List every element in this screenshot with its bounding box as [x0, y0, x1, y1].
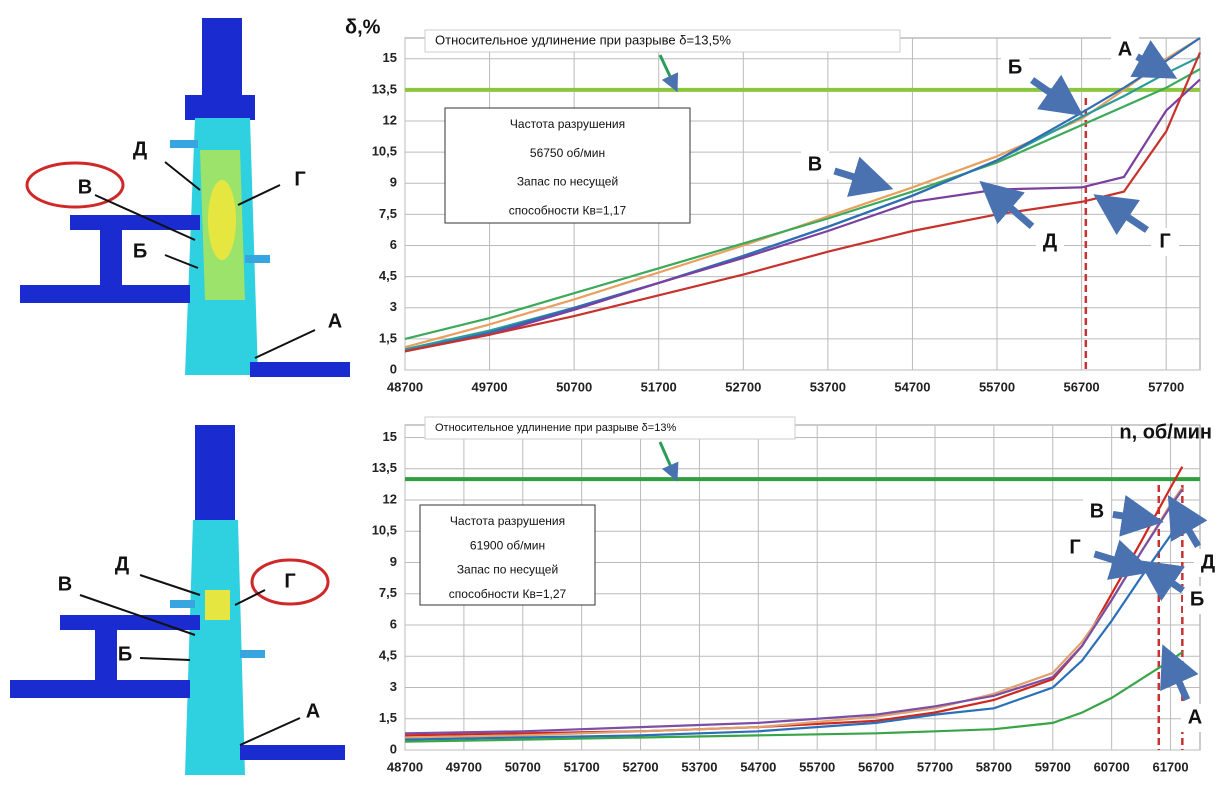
figure-label: А — [306, 700, 320, 722]
figure-bottom — [10, 425, 345, 775]
x-tick-label: 56700 — [858, 759, 894, 774]
annotation-label: А — [1188, 706, 1202, 728]
y-tick-label: 7,5 — [379, 585, 397, 600]
note-text: 56750 об/мин — [530, 146, 605, 160]
x-tick-label: 50700 — [505, 759, 541, 774]
x-tick-label: 57700 — [1148, 379, 1184, 394]
x-tick-label: 50700 — [556, 379, 592, 394]
y-tick-label: 4,5 — [379, 268, 397, 283]
figure-label: Д — [115, 553, 129, 575]
y-tick-label: 15 — [383, 429, 397, 444]
y-tick-label: 7,5 — [379, 206, 397, 221]
annotation-label: Д — [1201, 551, 1215, 573]
y-tick-label: 3 — [390, 679, 397, 694]
annotation-label: В — [1090, 500, 1104, 522]
figure-label: В — [78, 176, 92, 198]
limit-label: Относительное удлинение при разрыве δ=13… — [435, 422, 676, 434]
x-tick-label: 53700 — [681, 759, 717, 774]
y-tick-label: 9 — [390, 175, 397, 190]
x-tick-label: 58700 — [976, 759, 1012, 774]
annotation-label: Г — [1159, 230, 1170, 252]
figure-label: Б — [118, 643, 132, 665]
y-tick-label: 15 — [383, 50, 397, 65]
y-tick-label: 0 — [390, 741, 397, 756]
x-tick-label: 49700 — [446, 759, 482, 774]
note-text: Частота разрушения — [450, 514, 565, 528]
x-tick-label: 60700 — [1094, 759, 1130, 774]
x-tick-label: 54700 — [740, 759, 776, 774]
note-text: 61900 об/мин — [470, 538, 545, 552]
x-tick-label: 61700 — [1152, 759, 1188, 774]
figure-label: Г — [284, 570, 295, 592]
y-tick-label: 9 — [390, 554, 397, 569]
figure-top — [20, 18, 350, 377]
note-text: Запас по несущей — [517, 175, 618, 189]
x-tick-label: 56700 — [1064, 379, 1100, 394]
y-tick-label: 13,5 — [372, 81, 397, 96]
x-tick-label: 53700 — [810, 379, 846, 394]
x-tick-label: 49700 — [471, 379, 507, 394]
annotation-label: Б — [1008, 56, 1022, 78]
note-text: Частота разрушения — [510, 117, 625, 131]
y-tick-label: 6 — [390, 616, 397, 631]
x-axis-label: n, об/мин — [1119, 421, 1212, 443]
y-tick-label: 1,5 — [379, 710, 397, 725]
figure-label: А — [328, 310, 342, 332]
x-tick-label: 55700 — [979, 379, 1015, 394]
y-axis-label: δ,% — [345, 16, 381, 38]
note-text: способности Кв=1,17 — [509, 204, 627, 218]
annotation-label: Д — [1043, 230, 1057, 252]
y-tick-label: 10,5 — [372, 144, 397, 159]
annotation-label: В — [808, 153, 822, 175]
x-tick-label: 48700 — [387, 759, 423, 774]
figure-label: Б — [133, 240, 147, 262]
note-text: Запас по несущей — [457, 563, 558, 577]
limit-label: Относительное удлинение при разрыве δ=13… — [435, 32, 731, 47]
y-tick-label: 1,5 — [379, 330, 397, 345]
annotation-label: Б — [1190, 588, 1204, 610]
page: ДВГБАДВГБА01,534,567,5910,51213,51548700… — [0, 0, 1217, 785]
figure-label: Г — [294, 168, 305, 190]
x-tick-label: 54700 — [894, 379, 930, 394]
y-tick-label: 12 — [383, 112, 397, 127]
x-tick-label: 55700 — [799, 759, 835, 774]
y-tick-label: 3 — [390, 299, 397, 314]
y-tick-label: 6 — [390, 237, 397, 252]
y-tick-label: 4,5 — [379, 648, 397, 663]
y-tick-label: 0 — [390, 361, 397, 376]
x-tick-label: 52700 — [622, 759, 658, 774]
figure-label: Д — [133, 138, 147, 160]
y-tick-label: 10,5 — [372, 523, 397, 538]
x-tick-label: 52700 — [725, 379, 761, 394]
y-tick-label: 13,5 — [372, 460, 397, 475]
figure-label: В — [58, 573, 72, 595]
x-tick-label: 57700 — [917, 759, 953, 774]
y-tick-label: 12 — [383, 491, 397, 506]
annotation-label: Г — [1069, 536, 1080, 558]
x-tick-label: 48700 — [387, 379, 423, 394]
x-tick-label: 51700 — [641, 379, 677, 394]
x-tick-label: 51700 — [564, 759, 600, 774]
x-tick-label: 59700 — [1035, 759, 1071, 774]
note-text: способности Кв=1,27 — [449, 587, 567, 601]
annotation-label: А — [1118, 38, 1132, 60]
